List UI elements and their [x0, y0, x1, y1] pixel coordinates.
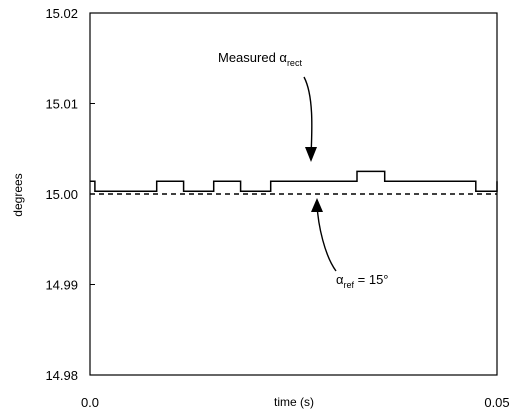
annotation-reference-symbol: α — [336, 272, 344, 287]
x-tick-label: 0.05 — [484, 395, 509, 410]
y-tick-label: 15.00 — [45, 187, 78, 202]
annotation-reference-tail: = 15° — [354, 272, 388, 287]
y-axis-label: degrees — [11, 173, 25, 216]
annotation-measured: Measured αrect — [218, 50, 302, 68]
annotation-reference: αref = 15° — [336, 272, 389, 290]
series-layer — [90, 170, 498, 195]
x-axis-ticks: 0.0 0.05 — [81, 395, 510, 410]
y-tick-label: 15.02 — [45, 6, 78, 21]
annotation-reference-sub: ref — [344, 280, 355, 290]
y-axis-ticks: 15.02 15.01 15.00 14.99 14.98 — [45, 6, 95, 383]
measured-line — [90, 170, 498, 193]
y-tick-label: 14.98 — [45, 368, 78, 383]
annotation-reference-arrow — [316, 203, 337, 272]
x-axis-label: time (s) — [274, 395, 314, 409]
x-tick-label: 0.0 — [81, 395, 99, 410]
annotation-measured-main: Measured α — [218, 50, 287, 65]
annotation-measured-sub: rect — [287, 58, 303, 68]
y-tick-label: 14.99 — [45, 278, 78, 293]
annotation-measured-arrow — [303, 76, 313, 157]
annotation-measured-arrowhead — [305, 147, 317, 162]
annotation-reference-arrowhead — [311, 198, 323, 212]
y-tick-label: 15.01 — [45, 97, 78, 112]
